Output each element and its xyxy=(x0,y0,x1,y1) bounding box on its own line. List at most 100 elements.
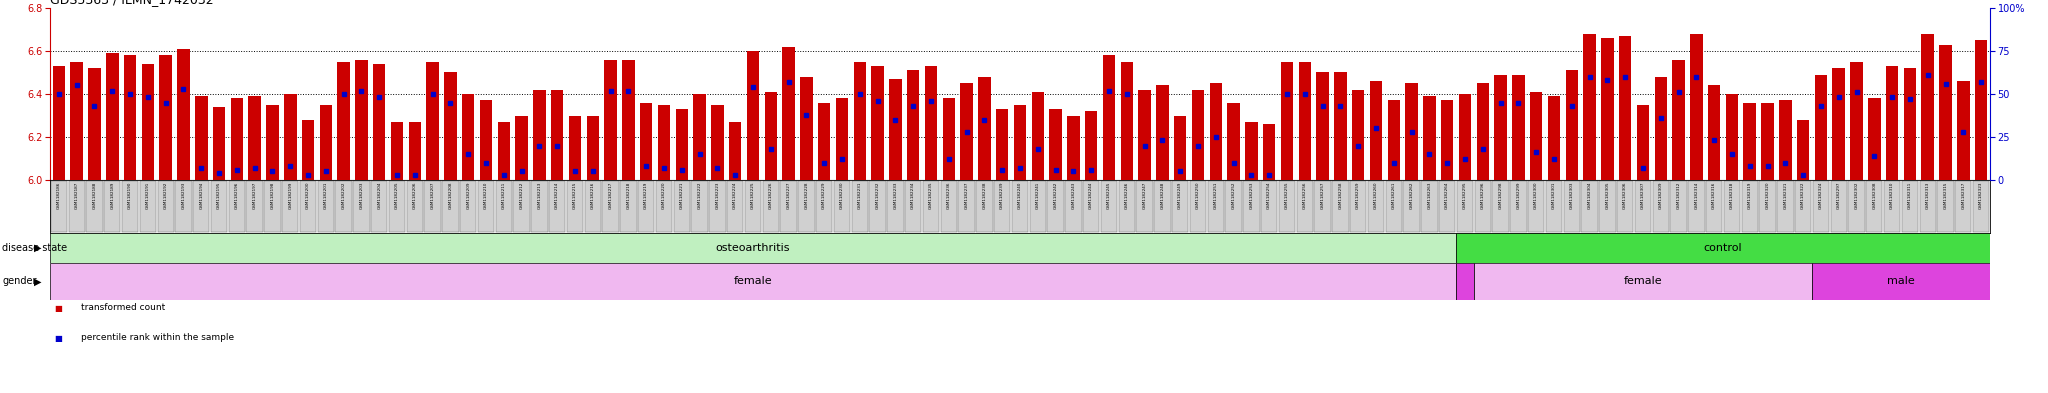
Bar xyxy=(711,105,723,180)
Bar xyxy=(905,181,922,232)
Text: GSM1182204: GSM1182204 xyxy=(377,182,381,209)
Bar xyxy=(942,98,954,180)
Bar xyxy=(1956,181,1972,232)
Bar xyxy=(1618,181,1634,232)
Text: GSM1182218: GSM1182218 xyxy=(627,182,631,209)
Bar xyxy=(1812,263,1991,300)
Text: GSM1182301: GSM1182301 xyxy=(1552,182,1556,209)
Bar xyxy=(1118,181,1135,232)
Bar xyxy=(551,90,563,180)
Bar xyxy=(231,98,244,180)
Text: GSM1182309: GSM1182309 xyxy=(1659,182,1663,209)
Bar xyxy=(1440,181,1456,232)
Text: GSM1182296: GSM1182296 xyxy=(1481,182,1485,209)
Bar xyxy=(1741,181,1757,232)
Bar xyxy=(1405,83,1417,180)
Bar xyxy=(1049,109,1061,180)
Bar xyxy=(1315,181,1331,232)
Bar xyxy=(655,181,672,232)
Text: transformed count: transformed count xyxy=(80,303,166,312)
Bar xyxy=(498,122,510,180)
Bar xyxy=(815,181,831,232)
Bar xyxy=(569,116,582,180)
Text: GSM1182259: GSM1182259 xyxy=(1356,182,1360,209)
Text: GSM1182251: GSM1182251 xyxy=(1214,182,1219,209)
Text: GSM1182212: GSM1182212 xyxy=(520,182,524,209)
Bar xyxy=(1759,181,1776,232)
Bar xyxy=(1210,83,1223,180)
Bar xyxy=(158,181,174,232)
Bar xyxy=(1671,181,1688,232)
Bar xyxy=(1778,181,1794,232)
Bar xyxy=(123,55,137,180)
Text: GSM1182240: GSM1182240 xyxy=(1018,182,1022,209)
Bar xyxy=(1120,62,1133,180)
Text: GSM1182198: GSM1182198 xyxy=(270,182,274,209)
Bar xyxy=(1442,101,1454,180)
Text: GDS5363 / ILMN_1742032: GDS5363 / ILMN_1742032 xyxy=(49,0,213,6)
Text: GSM1182201: GSM1182201 xyxy=(324,182,328,209)
Bar xyxy=(1724,181,1741,232)
Bar xyxy=(86,181,102,232)
Text: GSM1182316: GSM1182316 xyxy=(1712,182,1716,209)
Bar xyxy=(106,53,119,180)
Text: GSM1182194: GSM1182194 xyxy=(199,182,203,209)
Text: GSM1182202: GSM1182202 xyxy=(342,182,346,209)
Bar xyxy=(532,90,545,180)
Bar xyxy=(1849,62,1864,180)
Bar xyxy=(1317,72,1329,180)
Text: GSM1182205: GSM1182205 xyxy=(395,182,399,209)
Bar xyxy=(1690,34,1702,180)
Bar xyxy=(1456,181,1473,232)
Bar xyxy=(285,94,297,180)
Text: GSM1182210: GSM1182210 xyxy=(483,182,487,209)
Bar xyxy=(977,181,993,232)
Bar xyxy=(389,181,406,232)
Bar xyxy=(1243,181,1260,232)
Bar xyxy=(1599,181,1616,232)
Text: GSM1182222: GSM1182222 xyxy=(698,182,702,209)
Bar xyxy=(745,181,762,232)
Bar xyxy=(53,66,66,180)
Bar xyxy=(1493,181,1509,232)
Text: GSM1182197: GSM1182197 xyxy=(252,182,256,209)
Bar xyxy=(264,181,281,232)
Bar xyxy=(780,181,797,232)
Bar xyxy=(1262,181,1278,232)
Bar xyxy=(1403,181,1419,232)
Text: GSM1182317: GSM1182317 xyxy=(1962,182,1966,209)
Bar xyxy=(1905,68,1917,180)
Text: GSM1182220: GSM1182220 xyxy=(662,182,666,209)
Bar xyxy=(1225,181,1241,232)
Bar xyxy=(1866,181,1882,232)
Bar xyxy=(993,181,1010,232)
Bar xyxy=(979,77,991,180)
Text: GSM1182323: GSM1182323 xyxy=(1978,182,1982,209)
Bar xyxy=(1014,105,1026,180)
Text: GSM1182193: GSM1182193 xyxy=(182,182,186,209)
Bar xyxy=(1833,68,1845,180)
Bar xyxy=(762,181,778,232)
Text: GSM1182219: GSM1182219 xyxy=(645,182,649,209)
Bar xyxy=(1067,116,1079,180)
Text: GSM1182302: GSM1182302 xyxy=(1855,182,1858,209)
Text: GSM1182258: GSM1182258 xyxy=(1337,182,1341,209)
Text: GSM1182195: GSM1182195 xyxy=(217,182,221,209)
Text: GSM1182227: GSM1182227 xyxy=(786,182,791,209)
Text: GSM1182252: GSM1182252 xyxy=(1231,182,1235,209)
Bar xyxy=(229,181,246,232)
Bar xyxy=(1331,181,1348,232)
Text: GSM1182261: GSM1182261 xyxy=(1393,182,1397,209)
Text: GSM1182211: GSM1182211 xyxy=(502,182,506,209)
Text: female: female xyxy=(733,277,772,286)
Bar xyxy=(799,181,815,232)
Bar xyxy=(410,122,422,180)
Text: GSM1182217: GSM1182217 xyxy=(608,182,612,209)
Bar xyxy=(1102,181,1116,232)
Bar xyxy=(584,181,600,232)
Bar xyxy=(1190,181,1206,232)
Bar xyxy=(1421,181,1438,232)
Text: GSM1182300: GSM1182300 xyxy=(1534,182,1538,209)
Text: osteoarthritis: osteoarthritis xyxy=(717,243,791,253)
Bar xyxy=(641,103,653,180)
